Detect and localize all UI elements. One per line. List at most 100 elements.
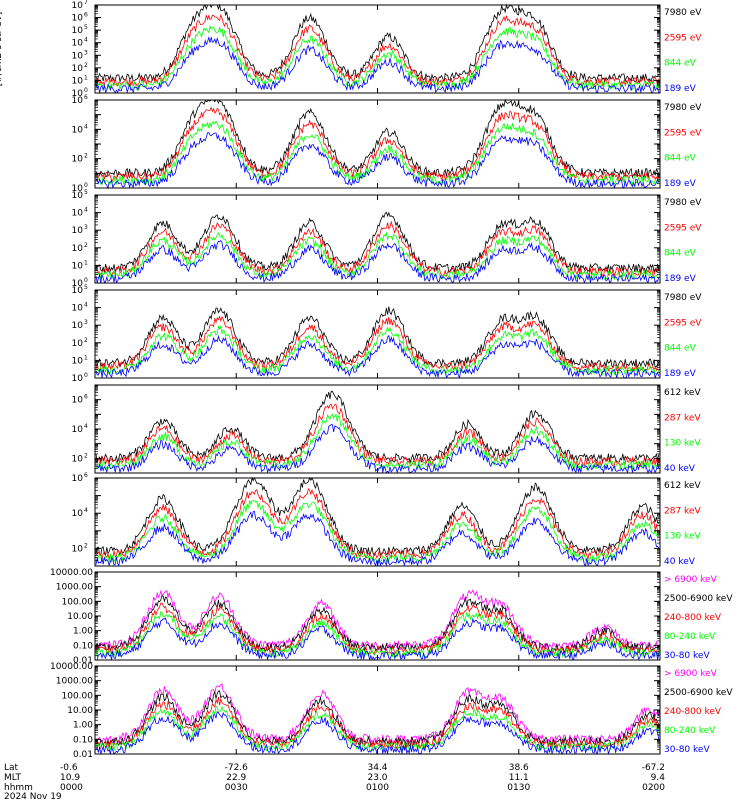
mlt-tick-label: 23.0: [367, 773, 387, 783]
axis-row-label: MLT: [4, 773, 22, 783]
lat-tick-label: 34.4: [367, 763, 387, 773]
panel-ted-p-30: 100101102103104105TEDProton Flux30 deg t…: [72, 284, 703, 384]
y-tick-label: 10: [72, 26, 84, 36]
mlt-tick-label: 10.9: [60, 773, 80, 783]
y-tick-exponent: 2: [84, 153, 88, 160]
series-line-2500-6900-kev: [95, 690, 660, 748]
y-tick-label: 10: [72, 321, 84, 331]
y-tick-label: 10: [72, 96, 84, 106]
series-line-844-ev: [95, 324, 660, 376]
series-line-612-kev: [95, 390, 660, 464]
y-tick-label: 10: [72, 304, 84, 314]
y-tick-label: 10: [72, 125, 84, 135]
time-axis: LatMLThhmm-0.610.90000-72.622.9003034.42…: [4, 763, 665, 800]
legend-entry: 130 keV: [664, 532, 701, 542]
series-line-844-ev: [95, 232, 659, 281]
series-line-844-ev: [95, 120, 660, 186]
y-tick-exponent: 7: [84, 0, 88, 6]
series-line-189-ev: [95, 132, 660, 190]
legend-entry: 189 eV: [664, 179, 697, 189]
y-tick-exponent: 4: [84, 123, 88, 130]
y-tick-exponent: 5: [84, 189, 88, 196]
y-tick-exponent: 5: [84, 284, 88, 291]
series-line-2595-ev: [95, 13, 660, 87]
axis-row-label: Lat: [4, 763, 19, 773]
y-tick-label: 100.00: [62, 691, 94, 701]
legend-entry: 2500-6900 keV: [664, 594, 733, 604]
mlt-tick-label: 9.4: [651, 773, 666, 783]
panel-meped-e-0: 102104106MEPEDElectron Flux0deg telescop…: [72, 384, 701, 475]
legend-entry: 844 eV: [664, 154, 697, 164]
y-tick-exponent: 2: [84, 542, 88, 549]
y-tick-exponent: 4: [84, 423, 88, 430]
y-tick-label: 10.00: [67, 706, 93, 716]
lat-tick-label: -67.2: [642, 763, 665, 773]
legend-entry: 2595 eV: [664, 318, 702, 328]
time-tick-label: 0100: [366, 783, 389, 793]
y-tick-label: 1000.00: [56, 583, 93, 593]
legend-entry: 844 eV: [664, 249, 697, 259]
y-tick-label: 10: [72, 356, 84, 366]
time-tick-label: 0000: [60, 783, 83, 793]
y-tick-label: 0.10: [73, 641, 93, 651]
y-tick-label: 10: [72, 39, 84, 49]
panel-ted-e-0: 100101102103104105106107TEDElectron Flux…: [0, 0, 702, 99]
series-line-130-kev: [95, 413, 660, 471]
legend-entry: 40 keV: [664, 557, 696, 567]
lat-tick-label: -0.6: [60, 763, 78, 773]
y-tick-exponent: 4: [84, 207, 88, 214]
axis-row-label: hhmm: [4, 783, 33, 793]
y-tick-label: 10: [72, 339, 84, 349]
series-line-7980-ev: [95, 98, 660, 179]
legend-entry: 612 keV: [664, 481, 701, 491]
y-tick-label: 10: [72, 191, 84, 201]
y-tick-label: 10: [72, 474, 84, 484]
series-line-2595-ev: [95, 315, 659, 372]
y-tick-exponent: 5: [84, 24, 88, 31]
y-tick-exponent: 0: [84, 372, 88, 379]
legend-entry: 80-240 keV: [664, 726, 716, 736]
panel-ted-p-0: 100101102103104105TEDProton Flux0 deg te…: [72, 189, 703, 289]
legend-entry: 7980 eV: [664, 198, 702, 208]
time-tick-label: 0130: [507, 783, 530, 793]
y-tick-exponent: 1: [84, 74, 88, 81]
y-tick-label: 0.01: [73, 656, 93, 666]
y-tick-exponent: 2: [84, 337, 88, 344]
y-axis-label: TEDElectron Flux0 deg telescope[#/cm2-s-…: [0, 12, 4, 87]
series-line-130-kev: [95, 499, 660, 564]
y-tick-exponent: 2: [84, 452, 88, 459]
y-tick-exponent: 6: [84, 12, 88, 19]
series-line-80-240-kev: [95, 705, 660, 753]
legend-entry: 7980 eV: [664, 8, 702, 18]
y-tick-label: 0.10: [73, 735, 93, 745]
y-tick-label: 10: [72, 261, 84, 271]
panel-meped-e-90: 102104106MEPEDElectron Flux90deg telesco…: [72, 472, 702, 567]
y-tick-label: 10: [72, 374, 84, 384]
legend-entry: 30-80 keV: [664, 745, 710, 755]
svg-text:[#/cm2-s-str-eV]: [#/cm2-s-str-eV]: [0, 12, 4, 87]
series-line-612-kev: [95, 476, 659, 557]
y-tick-exponent: 6: [84, 394, 88, 401]
panels: 100101102103104105106107TEDElectron Flux…: [0, 0, 733, 760]
y-tick-exponent: 4: [84, 302, 88, 309]
time-tick-label: 0030: [225, 783, 248, 793]
panel-omni-90: 0.010.101.0010.00100.001000.0010000.0090…: [50, 662, 733, 760]
legend-entry: 80-240 keV: [664, 632, 716, 642]
y-tick-exponent: 6: [84, 94, 88, 101]
y-tick-label: 1000.00: [56, 677, 93, 687]
y-tick-label: 1.00: [73, 721, 93, 731]
series-line-287-kev: [95, 487, 660, 561]
lat-tick-label: -72.6: [225, 763, 249, 773]
legend-entry: 287 keV: [664, 413, 701, 423]
legend-entry: 7980 eV: [664, 103, 702, 113]
y-tick-label: 10000.00: [50, 568, 93, 578]
y-tick-exponent: 2: [84, 62, 88, 69]
y-tick-label: 10: [72, 184, 84, 194]
legend-entry: 189 eV: [664, 274, 697, 284]
legend-entry: 240-800 keV: [664, 707, 722, 717]
series-line-189-ev: [95, 36, 660, 94]
y-tick-exponent: 2: [84, 242, 88, 249]
y-tick-exponent: 4: [84, 37, 88, 44]
legend-entry: > 6900 keV: [664, 575, 718, 585]
legend-entry: 2500-6900 keV: [664, 688, 733, 698]
